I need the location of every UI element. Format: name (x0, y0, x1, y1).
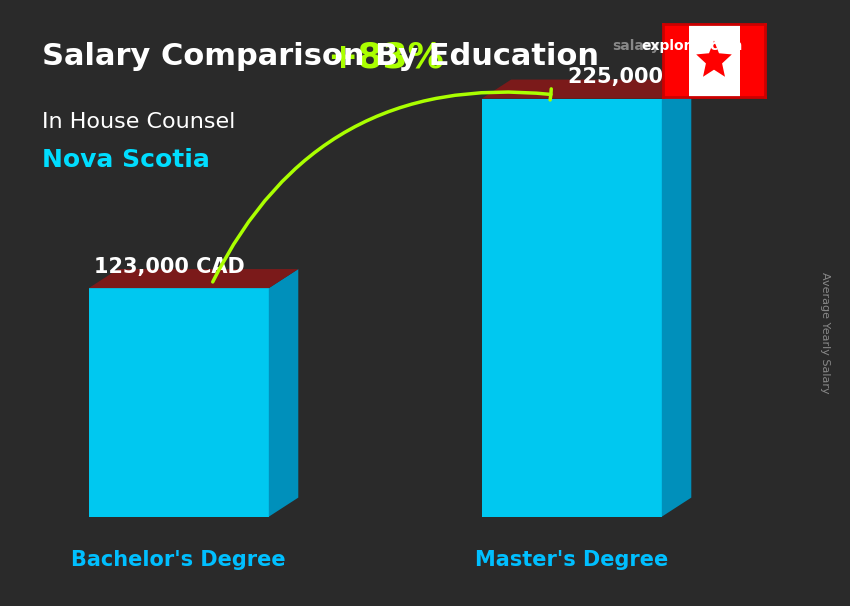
Text: Master's Degree: Master's Degree (475, 550, 668, 570)
Polygon shape (88, 269, 298, 288)
Text: Nova Scotia: Nova Scotia (42, 148, 210, 173)
Text: explorer.com: explorer.com (642, 39, 743, 53)
Polygon shape (696, 41, 732, 77)
Polygon shape (269, 269, 298, 517)
Text: 225,000 CAD: 225,000 CAD (569, 67, 719, 87)
Polygon shape (662, 79, 691, 517)
Bar (663, 24, 688, 97)
Text: Salary Comparison By Education: Salary Comparison By Education (42, 42, 599, 72)
Text: +83%: +83% (326, 41, 444, 75)
Bar (688, 24, 740, 97)
Text: In House Counsel: In House Counsel (42, 112, 235, 132)
FancyBboxPatch shape (88, 288, 269, 517)
Text: Bachelor's Degree: Bachelor's Degree (71, 550, 286, 570)
Bar (740, 24, 765, 97)
FancyBboxPatch shape (482, 99, 662, 517)
Text: salary: salary (612, 39, 660, 53)
Text: Average Yearly Salary: Average Yearly Salary (819, 273, 830, 394)
Text: 123,000 CAD: 123,000 CAD (94, 257, 244, 277)
Polygon shape (482, 79, 691, 99)
